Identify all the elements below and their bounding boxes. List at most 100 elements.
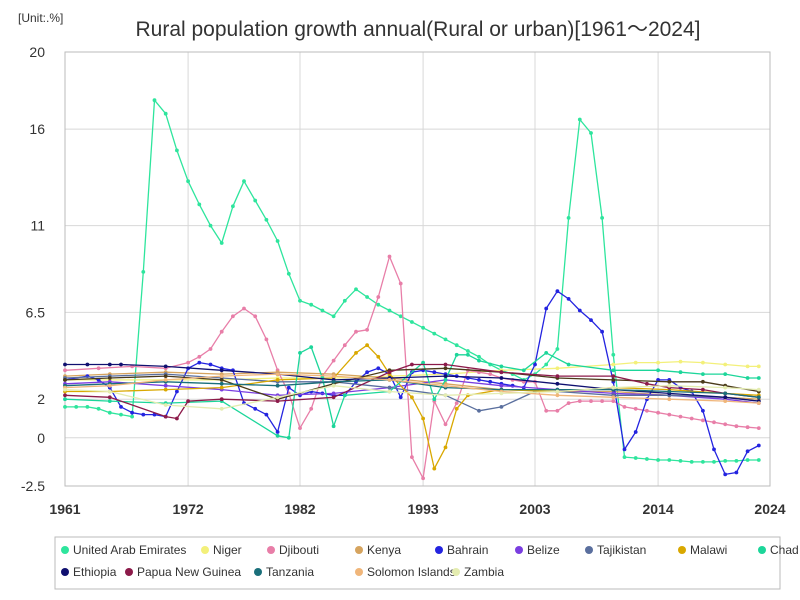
data-point	[555, 347, 560, 351]
data-point	[745, 425, 750, 430]
data-point	[107, 410, 112, 415]
data-point	[208, 223, 213, 228]
data-point	[387, 385, 392, 390]
data-point	[107, 389, 112, 394]
legend-label: Tanzania	[266, 565, 314, 579]
data-point	[275, 433, 280, 438]
data-point	[309, 302, 314, 307]
data-point	[387, 370, 392, 375]
data-point	[186, 399, 191, 403]
data-point	[130, 414, 135, 419]
data-point	[622, 455, 627, 459]
data-point	[331, 379, 336, 384]
data-point	[163, 403, 168, 407]
data-point	[701, 387, 705, 392]
legend-marker	[435, 546, 443, 554]
data-point	[589, 131, 593, 135]
data-point	[63, 397, 67, 402]
data-point	[63, 378, 67, 382]
legend-item: Papua New Guinea	[125, 565, 241, 579]
legend-item: Bahrain	[435, 543, 488, 557]
data-point	[410, 455, 414, 459]
data-point	[398, 395, 403, 400]
data-point	[633, 456, 638, 460]
y-tick-label: 16	[29, 121, 45, 137]
data-point	[466, 352, 470, 357]
data-point	[756, 401, 761, 405]
data-point	[723, 395, 728, 400]
legend-label: Niger	[213, 543, 242, 557]
data-point	[723, 391, 728, 396]
legend-label: Zambia	[464, 565, 504, 579]
data-point	[107, 362, 112, 367]
data-point	[74, 405, 79, 409]
data-point	[163, 111, 168, 116]
data-point	[376, 354, 381, 359]
data-point	[656, 360, 660, 365]
data-point	[566, 297, 571, 301]
data-point	[186, 360, 191, 365]
data-point	[141, 412, 146, 417]
data-point	[499, 376, 504, 380]
data-point	[544, 351, 549, 355]
data-point	[432, 466, 437, 471]
data-point	[253, 406, 258, 411]
data-point	[331, 358, 336, 363]
data-point	[745, 449, 750, 454]
data-point	[331, 374, 336, 378]
data-point	[219, 329, 224, 334]
data-point	[701, 418, 705, 423]
data-point	[365, 327, 369, 332]
data-point	[331, 314, 336, 319]
y-tick-label: -2.5	[21, 478, 45, 494]
data-point	[309, 406, 314, 411]
data-point	[443, 378, 448, 382]
legend-marker	[201, 546, 209, 554]
data-point	[275, 239, 280, 243]
data-point	[589, 318, 593, 322]
data-point	[197, 354, 202, 359]
x-tick-label: 2003	[519, 501, 550, 517]
data-point	[611, 385, 616, 390]
data-point	[667, 379, 672, 384]
data-point	[354, 351, 358, 355]
data-point	[443, 366, 448, 371]
data-point	[63, 405, 67, 409]
data-point	[219, 397, 224, 402]
data-point	[756, 426, 761, 430]
legend-label: Papua New Guinea	[137, 565, 241, 579]
data-point	[286, 435, 291, 440]
legend-label: Kenya	[367, 543, 401, 557]
data-point	[376, 295, 381, 299]
data-point	[231, 314, 235, 319]
chart-title: Rural population growth annual(Rural or …	[135, 18, 700, 41]
x-tick-label: 1993	[408, 501, 439, 517]
legend-marker	[61, 546, 69, 554]
series-line	[64, 385, 759, 410]
data-point	[734, 424, 739, 429]
data-point	[342, 343, 347, 348]
data-point	[611, 378, 616, 382]
data-point	[432, 370, 437, 375]
data-point	[331, 395, 336, 400]
series-group	[63, 383, 761, 411]
data-point	[701, 360, 705, 365]
data-point	[454, 401, 459, 405]
series-group	[63, 98, 761, 464]
x-tick-label: 2014	[643, 501, 674, 517]
legend-marker	[355, 546, 363, 554]
legend-item: Kenya	[355, 543, 401, 557]
data-point	[63, 362, 67, 367]
legend-marker	[758, 546, 766, 554]
data-point	[477, 354, 481, 359]
legend-item: Malawi	[678, 543, 727, 557]
data-point	[555, 389, 560, 394]
data-point	[331, 391, 336, 396]
data-point	[477, 378, 481, 382]
data-point	[689, 416, 694, 421]
data-point	[219, 385, 224, 390]
data-point	[63, 368, 67, 373]
legend-marker	[585, 546, 593, 554]
data-point	[365, 370, 369, 375]
data-point	[443, 445, 448, 450]
